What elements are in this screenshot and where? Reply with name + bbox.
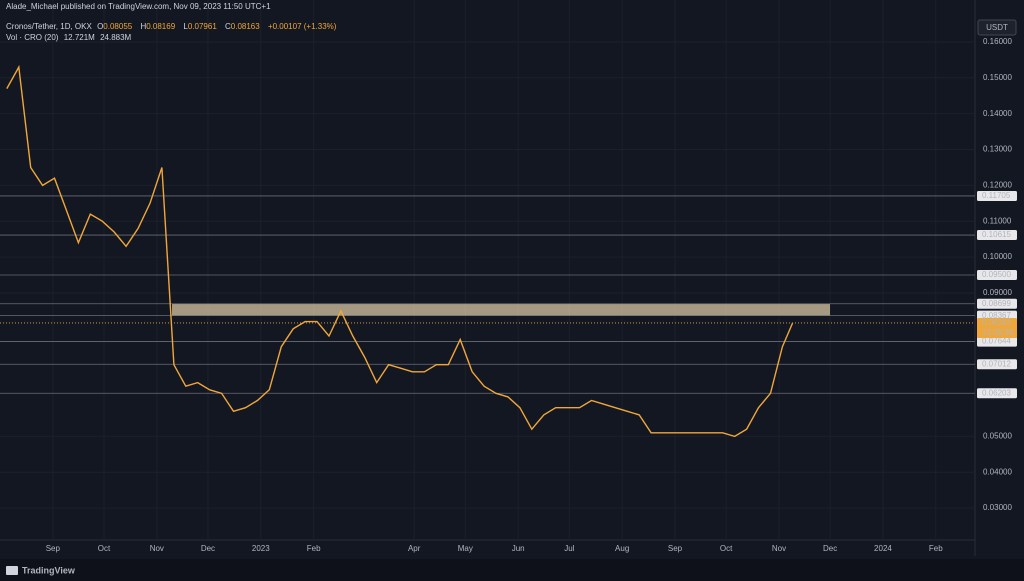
- publisher: Alade_Michael published on TradingView.c…: [6, 2, 274, 11]
- brand: TradingView: [22, 565, 76, 575]
- x-tick-label: Aug: [615, 544, 629, 553]
- ohlc-value: 0.07961: [187, 22, 217, 31]
- y-tick-label: 0.16000: [983, 37, 1012, 46]
- y-tick-label: 0.10000: [983, 252, 1012, 261]
- last-price-box: [977, 317, 1017, 338]
- footer: [0, 559, 1024, 581]
- level-label: 0.11705: [982, 191, 1011, 200]
- high: H0.08169: [140, 22, 178, 31]
- y-tick-label: 0.15000: [983, 73, 1012, 82]
- price-line: [6, 64, 794, 438]
- x-tick-label: Oct: [98, 544, 111, 553]
- level-label-box: [977, 388, 1017, 399]
- level-label-box: [977, 336, 1017, 347]
- volume-legend: Vol · CRO (20) 12.721M 24.883M: [6, 33, 134, 42]
- x-tick-label: Nov: [772, 544, 786, 553]
- volume-value: 24.883M: [100, 33, 132, 42]
- volume-value: 12.721M: [63, 33, 95, 42]
- countdown: 13:09:38: [982, 328, 1014, 337]
- x-tick-label: 2024: [874, 544, 892, 553]
- y-tick-label: 0.05000: [983, 431, 1012, 440]
- level-label: 0.07012: [982, 359, 1011, 368]
- x-tick-label: Sep: [668, 544, 683, 553]
- symbol: Cronos/Tether, 1D, OKX: [6, 22, 92, 31]
- ohlc-value: 0.08163: [230, 22, 260, 31]
- change: +0.00107 (+1.33%): [267, 22, 337, 31]
- currency-box: [977, 19, 1017, 36]
- x-tick-label: Apr: [408, 544, 421, 553]
- level-label: 0.07644: [982, 337, 1011, 346]
- level-label: 0.09500: [982, 270, 1011, 279]
- ohlc-label: H: [140, 22, 147, 31]
- x-tick-label: May: [458, 544, 473, 553]
- x-tick-label: Dec: [201, 544, 215, 553]
- x-tick-label: Jul: [564, 544, 574, 553]
- x-tick-label: Feb: [929, 544, 943, 553]
- x-tick-label: 2023: [252, 544, 270, 553]
- ohlc-value: 0.08169: [146, 22, 176, 31]
- ohlc-label: O: [97, 22, 104, 31]
- last-price-label: 0.08163: [982, 318, 1011, 327]
- level-label: 0.06203: [982, 388, 1011, 397]
- y-tick-label: 0.11000: [983, 216, 1012, 225]
- publisher-text: Alade_Michael published on TradingView.c…: [6, 2, 271, 11]
- level-label-box: [977, 359, 1017, 370]
- level-label-box: [977, 298, 1017, 309]
- level-label: 0.08699: [982, 299, 1011, 308]
- level-label-box: [977, 190, 1017, 201]
- y-tick-label: 0.04000: [983, 467, 1012, 476]
- level-label-box: [977, 230, 1017, 241]
- low: L0.07961: [183, 22, 219, 31]
- y-tick-label: 0.03000: [983, 503, 1012, 512]
- x-tick-label: Feb: [307, 544, 321, 553]
- x-tick-label: Oct: [720, 544, 733, 553]
- level-label-box: [977, 270, 1017, 281]
- close: C0.08163: [225, 22, 263, 31]
- x-tick-label: Dec: [823, 544, 837, 553]
- x-tick-label: Jun: [512, 544, 525, 553]
- ohlc-value: 0.08055: [103, 22, 133, 31]
- x-tick-label: Sep: [46, 544, 61, 553]
- brand-logo: [6, 566, 18, 575]
- y-tick-label: 0.14000: [983, 109, 1012, 118]
- currency: USDT: [986, 23, 1008, 32]
- ohlc-label: L: [183, 22, 188, 31]
- y-tick-label: 0.12000: [983, 180, 1012, 189]
- legend: Cronos/Tether, 1D, OKX O0.08055 H0.08169…: [6, 22, 339, 31]
- volume-label: Vol · CRO (20): [6, 33, 59, 42]
- x-tick-label: Nov: [150, 544, 164, 553]
- y-tick-label: 0.13000: [983, 145, 1012, 154]
- resistance-zone: [172, 303, 830, 316]
- ohlc-label: C: [225, 22, 231, 31]
- open: O0.08055: [97, 22, 135, 31]
- level-label: 0.10615: [982, 230, 1011, 239]
- y-tick-label: 0.09000: [983, 288, 1012, 297]
- level-label: 0.08367: [982, 311, 1011, 320]
